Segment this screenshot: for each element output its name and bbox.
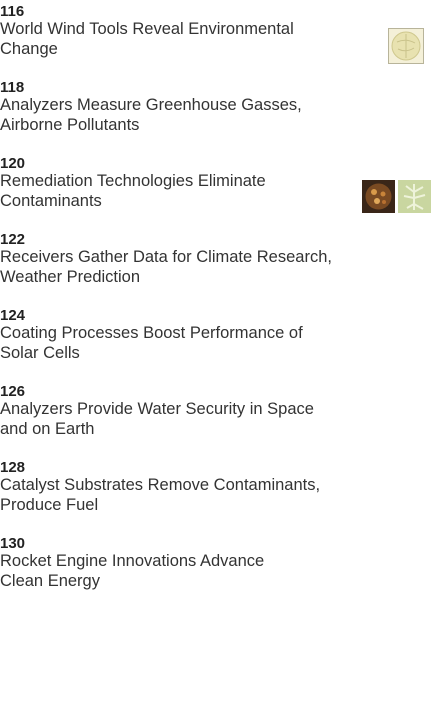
article-title: and on Earth [0,419,95,439]
article-list: 116World Wind Tools Reveal Environmental… [0,0,439,711]
article-title: Analyzers Provide Water Security in Spac… [0,399,314,419]
article-title: World Wind Tools Reveal Environmental [0,19,294,39]
article-title: Catalyst Substrates Remove Contaminants, [0,475,320,495]
article-title: Clean Energy [0,571,100,591]
article-title: Solar Cells [0,343,80,363]
article-title: Coating Processes Boost Performance of [0,323,303,343]
article-title: Contaminants [0,191,102,211]
article-title: Remediation Technologies Eliminate [0,171,266,191]
article-title: Rocket Engine Innovations Advance [0,551,264,571]
page: {"articles": [ {"page": "116", "title_li… [0,0,439,711]
article-title: Change [0,39,58,59]
article-title: Weather Prediction [0,267,140,287]
article-title: Analyzers Measure Greenhouse Gasses, [0,95,302,115]
article-title: Produce Fuel [0,495,98,515]
article-title: Airborne Pollutants [0,115,139,135]
article-title: Receivers Gather Data for Climate Resear… [0,247,332,267]
